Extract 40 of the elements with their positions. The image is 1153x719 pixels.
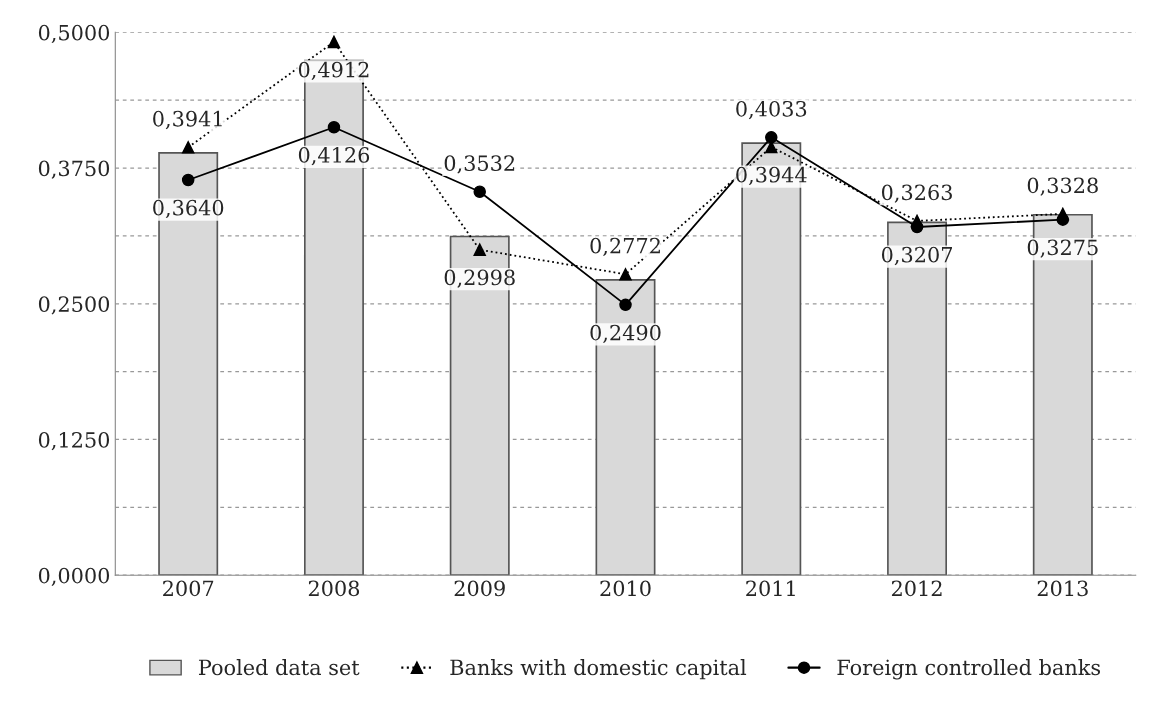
- point: [181, 141, 195, 154]
- x-tick-label: 2007: [163, 580, 214, 597]
- data-label: 0,3275: [1027, 239, 1098, 258]
- y-tick-label: 0,1250: [38, 431, 110, 451]
- legend-label: Pooled data set: [198, 659, 360, 676]
- data-label: 0,3944: [736, 166, 807, 186]
- y-tick-label: 0,2500: [38, 296, 110, 315]
- data-label: 0,2998: [444, 269, 515, 288]
- data-label: 0,3941: [153, 110, 222, 130]
- y-tick-label: 0,0000: [38, 567, 110, 586]
- x-tick-label: 2010: [600, 580, 651, 597]
- y-tick-label: 0,3750: [38, 160, 110, 179]
- x-tick-label: 2009: [454, 580, 505, 597]
- x-tick-label: 2013: [1037, 580, 1088, 597]
- point: [327, 120, 341, 134]
- point: [327, 35, 341, 49]
- data-label: 0,3328: [1027, 177, 1098, 196]
- point: [910, 220, 924, 234]
- x-tick-label: 2008: [308, 580, 360, 597]
- point: [765, 131, 778, 144]
- point: [473, 243, 486, 256]
- point: [1056, 213, 1070, 226]
- legend-label: Banks with domestic capital: [450, 659, 747, 680]
- point: [181, 173, 195, 187]
- data-label: 0,2772: [590, 237, 660, 257]
- point: [619, 267, 632, 281]
- data-label: 0,3263: [881, 184, 952, 203]
- data-label: 0,3207: [881, 246, 952, 266]
- x-tick-label: 2012: [891, 580, 942, 597]
- legend-label: Foreign controlled banks: [837, 659, 1101, 680]
- data-label: 0,4033: [736, 100, 807, 120]
- point: [473, 185, 486, 198]
- x-tick-label: 2011: [746, 580, 795, 597]
- data-label: 0,3640: [153, 199, 224, 219]
- data-label: 0,4912: [298, 61, 369, 81]
- data-label: 0,4126: [298, 147, 370, 166]
- data-label: 0,2490: [590, 324, 661, 343]
- data-label: 0,3532: [444, 155, 515, 174]
- point: [619, 298, 632, 312]
- y-tick-label: 0,5000: [38, 24, 110, 44]
